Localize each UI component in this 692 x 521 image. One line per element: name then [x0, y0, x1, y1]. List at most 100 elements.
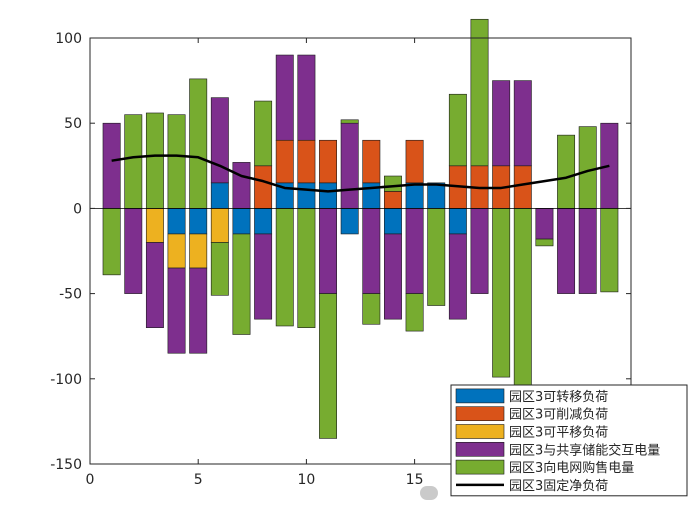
- bar-series1-x15: [405, 139, 424, 184]
- bar-series4-x3: [145, 112, 164, 209]
- bar-series3-x5: [189, 267, 208, 354]
- bar-series0-x17: [448, 208, 467, 235]
- bar-series4-x21: [535, 238, 554, 247]
- bar-series3-x7: [232, 162, 251, 209]
- line-layer: [111, 154, 610, 193]
- bar-series4-x2: [124, 114, 143, 209]
- bar-series3-x23: [578, 208, 597, 294]
- legend-swatch-0: [455, 388, 505, 404]
- y-tick-label: 0: [73, 201, 82, 217]
- legend-swatch-4: [455, 459, 505, 475]
- bar-series2-x5: [189, 233, 208, 269]
- bar-series0-x8: [254, 208, 273, 235]
- bar-series4-x23: [578, 126, 597, 209]
- bar-series0-x12: [340, 208, 359, 235]
- bar-series1-x9: [275, 139, 294, 184]
- y-tick-label: 50: [64, 116, 82, 132]
- bar-series3-x4: [167, 267, 186, 354]
- bar-series3-x21: [535, 208, 554, 240]
- bar-series3-x1: [102, 122, 121, 209]
- bar-series4-x15: [405, 293, 424, 332]
- bar-series4-x9: [275, 208, 294, 327]
- bar-series0-x6: [210, 182, 229, 209]
- bar-series1-x14: [383, 191, 402, 209]
- bar-series4-x6: [210, 242, 229, 296]
- bar-series4-x17: [448, 93, 467, 167]
- bar-series4-x1: [102, 208, 121, 276]
- bar-series3-x11: [319, 208, 337, 294]
- y-tick-label: -100: [50, 372, 82, 388]
- bar-series4-x11: [319, 293, 337, 439]
- legend-swatch-1: [455, 406, 505, 422]
- bar-series4-x12: [340, 119, 359, 124]
- bar-series3-x18: [470, 208, 489, 294]
- bar-series4-x14: [383, 175, 402, 192]
- bar-series2-x3: [145, 208, 164, 243]
- legend: 园区3可转移负荷园区3可削减负荷园区3可平移负荷园区3与共享储能交互电量园区3向…: [450, 384, 688, 497]
- legend-label-0: 园区3可转移负荷: [509, 390, 608, 405]
- x-tick-label: 0: [86, 472, 95, 488]
- bar-series4-x7: [232, 233, 251, 335]
- bar-series4-x8: [254, 100, 273, 167]
- legend-label-3: 园区3与共享储能交互电量: [509, 442, 660, 458]
- wechat-icon: [420, 485, 438, 500]
- bar-series0-x15: [405, 182, 424, 209]
- bar-series3-x8: [254, 233, 273, 320]
- bar-series3-x19: [492, 80, 511, 167]
- legend-swatch-3: [455, 441, 505, 457]
- y-tick-label: 100: [55, 31, 82, 47]
- bar-series3-x9: [275, 54, 294, 141]
- bar-series3-x13: [362, 208, 381, 294]
- legend-swatch-2: [455, 424, 505, 439]
- bar-series3-x6: [210, 97, 229, 184]
- bar-series3-x12: [340, 122, 359, 209]
- bar-series1-x8: [254, 165, 273, 209]
- bar-series3-x17: [448, 233, 467, 320]
- bar-series3-x3: [145, 242, 164, 328]
- ticks-layer: 0 5 10 15 -150 -100 -50 0 50 100: [50, 31, 631, 488]
- bar-series3-x20: [513, 80, 532, 167]
- legend-label-2: 园区3可平移负荷: [509, 426, 608, 441]
- bar-series0-x5: [189, 208, 208, 235]
- x-tick-label: 15: [406, 472, 424, 488]
- bar-series4-x22: [557, 134, 576, 209]
- bar-series2-x6: [210, 208, 229, 243]
- x-tick-label: 10: [297, 472, 315, 488]
- bar-series0-x10: [297, 182, 316, 209]
- bar-series4-x24: [600, 208, 619, 293]
- y-tick-label: -150: [50, 457, 82, 473]
- bar-series1-x20: [513, 165, 532, 209]
- bar-series4-x4: [167, 114, 186, 209]
- y-tick-label: -50: [59, 287, 82, 303]
- watermark: [420, 482, 442, 501]
- bar-series4-x5: [189, 78, 208, 209]
- legend-label-4: 园区3向电网购售电量: [509, 460, 634, 476]
- bars-layer: [102, 18, 619, 439]
- legend-label-1: 园区3可削减负荷: [509, 408, 608, 423]
- bar-series4-x10: [297, 208, 316, 328]
- bar-series3-x10: [297, 54, 316, 141]
- plot-frame: [89, 37, 632, 465]
- bar-series1-x10: [297, 139, 316, 184]
- bar-series0-x16: [427, 182, 446, 209]
- legend-box: [450, 384, 688, 497]
- bar-series3-x14: [383, 233, 402, 320]
- bar-series4-x16: [427, 208, 446, 306]
- x-tick-label: 5: [194, 472, 203, 488]
- bar-series4-x13: [362, 293, 381, 325]
- legend-label-5: 园区3固定净负荷: [509, 479, 608, 494]
- bar-series0-x4: [167, 208, 186, 235]
- bar-series1-x13: [362, 139, 381, 184]
- bar-series3-x15: [405, 208, 424, 294]
- bar-series4-x18: [470, 18, 489, 167]
- bar-series3-x22: [557, 208, 576, 294]
- bar-series0-x14: [383, 208, 402, 235]
- bar-series0-x7: [232, 208, 251, 235]
- bar-series1-x11: [319, 139, 337, 184]
- bar-series0-x11: [319, 182, 337, 209]
- line-series5: [111, 154, 610, 193]
- bar-series4-x19: [492, 208, 511, 378]
- bar-series2-x4: [167, 233, 186, 269]
- bar-series3-x2: [124, 208, 143, 294]
